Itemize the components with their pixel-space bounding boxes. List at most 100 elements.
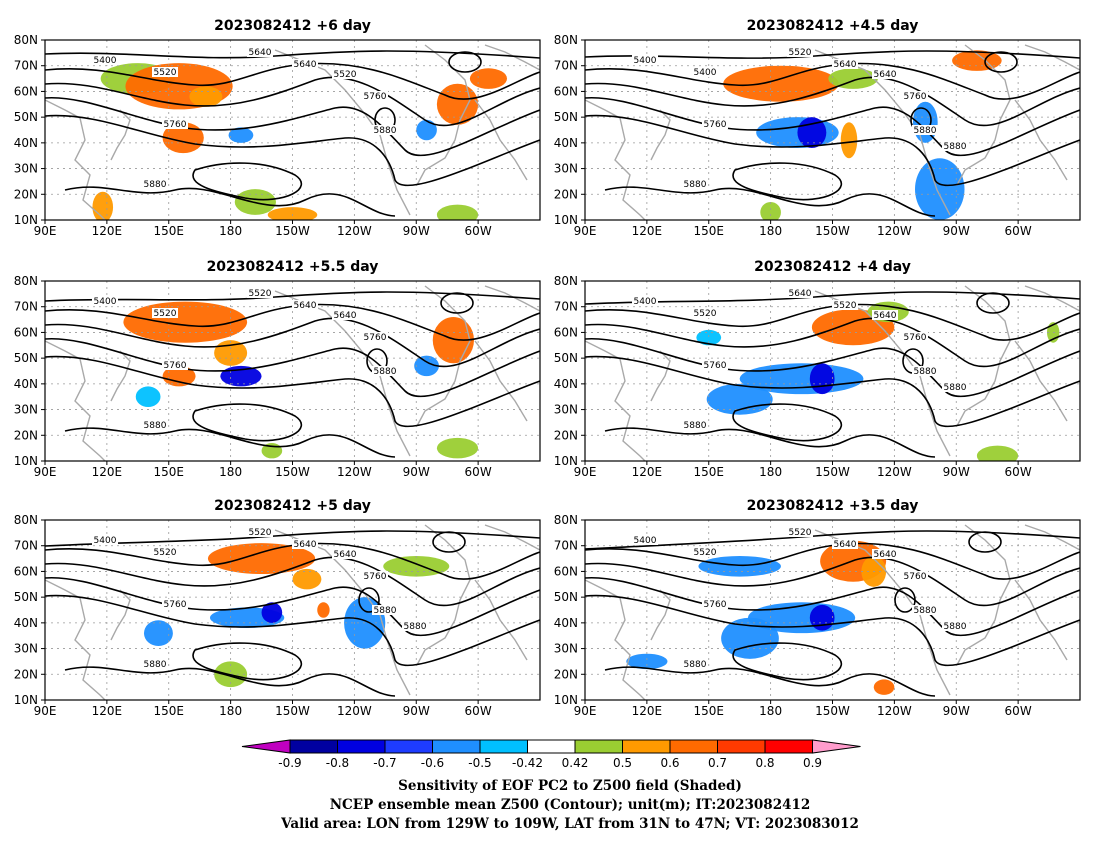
- contour-label-text: 5880: [684, 180, 707, 190]
- z500-closed-contour: [358, 587, 380, 613]
- coastline: [110, 109, 131, 161]
- lat-tick-label: 10N: [554, 454, 578, 468]
- panel-6-map-area: 5400 5520 5520 5640 5640 5760 5760 5880 5880 5880: [585, 520, 1080, 700]
- sensitivity-patch-4: [809, 363, 835, 395]
- lon-tick-label: 120W: [337, 704, 372, 718]
- panel-4-title: 2023082412 +4 day: [754, 259, 911, 275]
- z500-contour-line: [45, 355, 540, 428]
- lat-tick-label: 20N: [14, 428, 38, 442]
- z500-closed-contour: [432, 531, 466, 553]
- lon-tick-label: 90E: [574, 704, 597, 718]
- contour-label-text: 5400: [634, 297, 657, 307]
- contour-label-text: 5640: [874, 311, 897, 321]
- lat-tick-label: 70N: [14, 300, 38, 314]
- contour-label: 5400: [692, 67, 718, 78]
- z500-contours: [45, 291, 540, 458]
- z500-contour-line: [585, 355, 1080, 428]
- caption-line-1: Sensitivity of EOF PC2 to Z500 field (Sh…: [398, 778, 742, 794]
- contour-label-text: 5640: [874, 70, 897, 80]
- lat-tick-label: 60N: [554, 325, 578, 339]
- lon-tick-label: 150E: [154, 704, 185, 718]
- coastline: [45, 340, 106, 461]
- lon-tick-label: 150W: [815, 704, 850, 718]
- lon-tick-label: 90E: [574, 224, 597, 238]
- lat-tick-label: 80N: [554, 274, 578, 288]
- z500-contour-line: [192, 403, 303, 442]
- lon-tick-label: 180: [759, 224, 782, 238]
- panel-1-map-area: 5400 5520 5640 5640 5520 5760 5760 5880 5880: [45, 40, 540, 220]
- lat-tick-label: 60N: [14, 84, 38, 98]
- sensitivity-patch-1: [207, 543, 316, 574]
- z500-contour-line: [45, 337, 540, 398]
- lon-tick-label: 90W: [943, 704, 970, 718]
- contour-label-text: 5520: [154, 68, 177, 78]
- lon-tick-label: 60W: [465, 704, 492, 718]
- contour-label-text: 5520: [334, 70, 357, 80]
- coastline: [956, 524, 1011, 666]
- contour-label-text: 5640: [249, 48, 272, 58]
- contour-label-text: 5880: [684, 421, 707, 431]
- lon-tick-label: 150E: [694, 224, 725, 238]
- contour-label-text: 5880: [374, 126, 397, 136]
- caption-line-3: Valid area: LON from 129W to 109W, LAT f…: [280, 816, 859, 832]
- caption-line-2: NCEP ensemble mean Z500 (Contour); unit(…: [330, 797, 811, 813]
- lat-tick-label: 40N: [554, 377, 578, 391]
- contour-label: 5400: [92, 296, 118, 307]
- contour-label-text: 5760: [704, 600, 727, 610]
- lon-tick-label: 90W: [403, 224, 430, 238]
- contour-label-text: 5640: [294, 540, 317, 550]
- lon-tick-label: 120E: [632, 224, 663, 238]
- contour-label: 5760: [702, 360, 728, 371]
- contour-label-text: 5880: [144, 660, 167, 670]
- sensitivity-patch-5: [706, 383, 773, 415]
- lat-tick-label: 70N: [14, 539, 38, 553]
- colorbar-swatch: [289, 739, 338, 754]
- lat-tick-label: 50N: [14, 110, 38, 124]
- lat-tick-label: 50N: [14, 590, 38, 604]
- contour-label: 5880: [942, 141, 968, 152]
- colorbar-swatch: [479, 739, 528, 754]
- lon-tick-label: 120E: [92, 465, 123, 479]
- colorbar-tick-label: -0.9: [278, 756, 301, 770]
- coastline: [110, 350, 131, 402]
- colorbar-low-extend: [241, 739, 291, 754]
- panel-6-title: 2023082412 +3.5 day: [747, 498, 919, 514]
- contour-label-text: 5760: [704, 120, 727, 130]
- sensitivity-patch-2: [828, 68, 878, 89]
- colorbar-tick-label: 0.9: [803, 756, 822, 770]
- colorbar-high-extend: [812, 739, 861, 754]
- coastline: [474, 99, 528, 181]
- contour-label: 5400: [632, 296, 658, 307]
- lon-tick-label: 90W: [943, 224, 970, 238]
- contour-label-text: 5760: [904, 333, 927, 343]
- lat-tick-label: 10N: [14, 213, 38, 227]
- contour-label-text: 5760: [164, 120, 187, 130]
- contour-label: 5760: [162, 360, 188, 371]
- lat-tick-label: 20N: [14, 187, 38, 201]
- lat-tick-label: 30N: [14, 642, 38, 656]
- lat-tick-label: 40N: [554, 136, 578, 150]
- sensitivity-patch-7: [915, 158, 965, 220]
- lon-tick-label: 120W: [877, 224, 912, 238]
- coastline: [1014, 99, 1068, 181]
- contour-label: 5640: [787, 288, 813, 299]
- lon-tick-label: 120E: [92, 224, 123, 238]
- panel-5-title: 2023082412 +5 day: [214, 498, 371, 514]
- colorbar-swatch: [574, 739, 623, 754]
- lat-tick-label: 20N: [14, 667, 38, 681]
- panel-1: 2023082412 +6 day 5400 5520 5640 5640 5520 576…: [14, 18, 541, 238]
- lat-tick-label: 30N: [554, 642, 578, 656]
- sensitivity-patch-8: [436, 437, 479, 459]
- lat-tick-label: 60N: [14, 325, 38, 339]
- contour-label: 5400: [632, 55, 658, 66]
- z500-contour-line: [585, 76, 1080, 127]
- z500-contour-line: [585, 317, 1080, 368]
- sensitivity-patch-4: [261, 602, 283, 623]
- z500-closed-contour: [968, 531, 1002, 553]
- z500-contours: [585, 291, 1080, 458]
- lat-tick-label: 10N: [14, 454, 38, 468]
- contour-label-text: 5760: [904, 92, 927, 102]
- z500-contour-line: [585, 96, 1080, 157]
- contour-label: 5880: [402, 621, 428, 632]
